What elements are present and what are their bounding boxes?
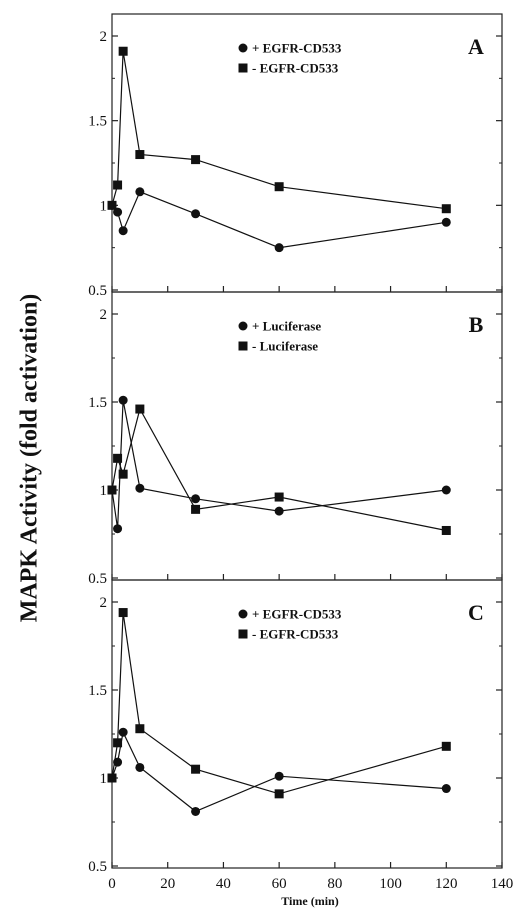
data-point-square [113, 738, 123, 748]
y-tick-label: 0.5 [88, 859, 107, 875]
y-tick-label: 0.5 [88, 571, 107, 587]
data-point-circle [113, 207, 123, 217]
y-tick-label: 2 [100, 307, 108, 323]
data-point-circle [191, 494, 201, 504]
data-point-circle [441, 485, 451, 495]
data-point-square [135, 724, 145, 734]
y-tick-label: 2 [100, 29, 108, 45]
x-tick-label: 100 [379, 876, 402, 892]
y-tick-label: 1.5 [88, 395, 107, 411]
data-point-square [274, 492, 284, 502]
x-axis: 0 20 40 60 80 100 120 140 [108, 876, 513, 892]
data-point-square [441, 741, 451, 751]
x-tick-label: 40 [216, 876, 231, 892]
legend-marker-square [238, 629, 248, 639]
data-point-square [118, 46, 128, 56]
data-point-circle [135, 762, 145, 772]
panel-label: C [468, 600, 484, 625]
data-point-circle [135, 483, 145, 493]
data-point-square [118, 608, 128, 618]
legend-entry: - EGFR-CD533 [252, 627, 339, 642]
x-tick-label: 120 [435, 876, 458, 892]
y-tick-label: 2 [100, 595, 108, 611]
data-point-circle [441, 784, 451, 794]
y-tick-label: 1 [100, 771, 108, 787]
panels: 0.5 1 1.5 2 + EGFR-CD533 - EGFR-CD533 A 0.5 1 1.5… [88, 13, 503, 875]
y-tick-label: 1 [100, 198, 108, 214]
data-point-square [118, 469, 128, 479]
x-axis-title: Time (min) [281, 894, 338, 908]
data-point-circle [118, 395, 128, 405]
legend-marker-circle [238, 43, 248, 53]
legend-entry: + EGFR-CD533 [252, 607, 342, 622]
series-line-plus [111, 191, 447, 249]
panel-frame [111, 291, 503, 581]
legend-entry: + Luciferase [252, 319, 321, 334]
x-tick-label: 0 [108, 876, 116, 892]
data-point-square [191, 764, 201, 774]
x-tick-label: 60 [272, 876, 287, 892]
data-point-square [135, 150, 145, 160]
data-point-circle [118, 727, 128, 737]
legend-marker-square [238, 63, 248, 73]
data-point-square [135, 404, 145, 414]
x-tick-label: 80 [327, 876, 342, 892]
data-point-square [441, 525, 451, 535]
data-point-square [113, 453, 123, 463]
panel-c: 0.5 1 1.5 2 + EGFR-CD533 - EGFR-CD533 C [88, 579, 503, 875]
data-point-square [274, 789, 284, 799]
data-point-square [441, 204, 451, 214]
y-tick-label: 1.5 [88, 683, 107, 699]
data-point-circle [274, 243, 284, 253]
legend-entry: - Luciferase [252, 339, 318, 354]
data-point-square [107, 485, 117, 495]
legend-marker-circle [238, 609, 248, 619]
data-point-square [191, 504, 201, 514]
x-tick-label: 140 [491, 876, 514, 892]
data-point-circle [191, 209, 201, 219]
y-tick-label: 1.5 [88, 114, 107, 130]
data-point-circle [191, 806, 201, 816]
panel-label: A [468, 34, 484, 59]
data-point-square [107, 200, 117, 210]
data-point-circle [274, 771, 284, 781]
y-tick-label: 0.5 [88, 283, 107, 299]
data-point-circle [118, 226, 128, 236]
data-point-square [107, 773, 117, 783]
panel-label: B [469, 312, 484, 337]
legend-entry: - EGFR-CD533 [252, 61, 339, 76]
panel-frame [111, 13, 503, 293]
data-point-square [113, 180, 123, 190]
data-point-circle [274, 506, 284, 516]
y-tick-label: 1 [100, 483, 108, 499]
x-tick-label: 20 [160, 876, 175, 892]
legend-marker-circle [238, 321, 248, 331]
panel-a: 0.5 1 1.5 2 + EGFR-CD533 - EGFR-CD533 A [88, 13, 503, 299]
legend-marker-square [238, 341, 248, 351]
data-point-square [274, 182, 284, 192]
panel-frame [111, 579, 503, 869]
data-point-circle [135, 187, 145, 197]
data-point-circle [441, 217, 451, 227]
panel-b: 0.5 1 1.5 2 + Luciferase - Luciferase B [88, 291, 503, 587]
data-point-square [191, 155, 201, 165]
legend-entry: + EGFR-CD533 [252, 41, 342, 56]
data-point-circle [113, 524, 123, 534]
